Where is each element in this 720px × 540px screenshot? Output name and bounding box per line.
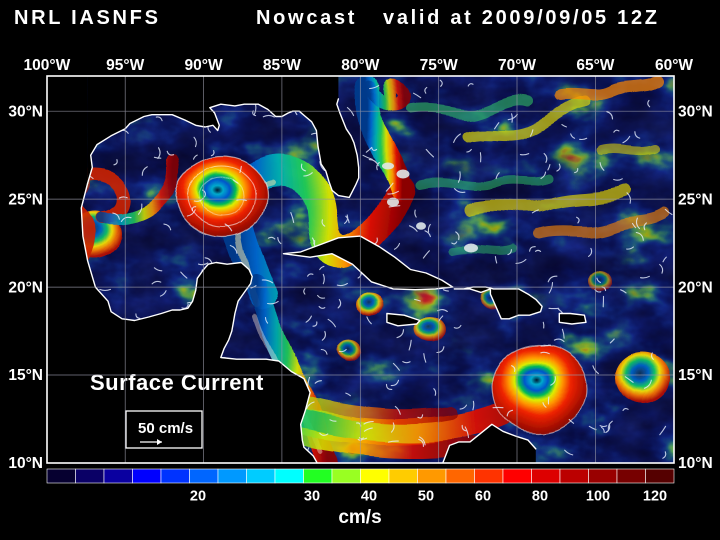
svg-text:Surface Current: Surface Current [90, 370, 264, 395]
svg-text:30°N: 30°N [678, 104, 713, 121]
svg-text:20°N: 20°N [678, 280, 713, 297]
svg-text:50: 50 [418, 489, 434, 505]
svg-text:10°N: 10°N [678, 455, 713, 472]
svg-text:cm/s: cm/s [338, 507, 381, 528]
svg-text:25°N: 25°N [8, 192, 43, 209]
svg-text:60°W: 60°W [655, 57, 693, 74]
svg-text:90°W: 90°W [185, 57, 223, 74]
svg-text:80: 80 [532, 489, 548, 505]
svg-text:100: 100 [586, 489, 610, 505]
svg-text:100°W: 100°W [24, 57, 71, 74]
svg-text:valid at 2009/09/05 12Z: valid at 2009/09/05 12Z [383, 7, 660, 29]
svg-text:Nowcast: Nowcast [256, 7, 357, 29]
svg-text:60: 60 [475, 489, 491, 505]
svg-text:65°W: 65°W [576, 57, 614, 74]
svg-text:15°N: 15°N [8, 367, 43, 384]
svg-text:20: 20 [190, 489, 206, 505]
svg-text:NRL IASNFS: NRL IASNFS [14, 7, 161, 29]
svg-text:120: 120 [643, 489, 667, 505]
svg-text:15°N: 15°N [678, 367, 713, 384]
svg-text:25°N: 25°N [678, 192, 713, 209]
svg-text:20°N: 20°N [8, 280, 43, 297]
svg-text:40: 40 [361, 489, 377, 505]
svg-text:75°W: 75°W [420, 57, 458, 74]
svg-text:50 cm/s: 50 cm/s [138, 420, 193, 437]
svg-text:85°W: 85°W [263, 57, 301, 74]
svg-text:10°N: 10°N [8, 455, 43, 472]
svg-text:70°W: 70°W [498, 57, 536, 74]
svg-text:95°W: 95°W [106, 57, 144, 74]
svg-text:30°N: 30°N [8, 104, 43, 121]
svg-text:80°W: 80°W [341, 57, 379, 74]
svg-text:30: 30 [304, 489, 320, 505]
